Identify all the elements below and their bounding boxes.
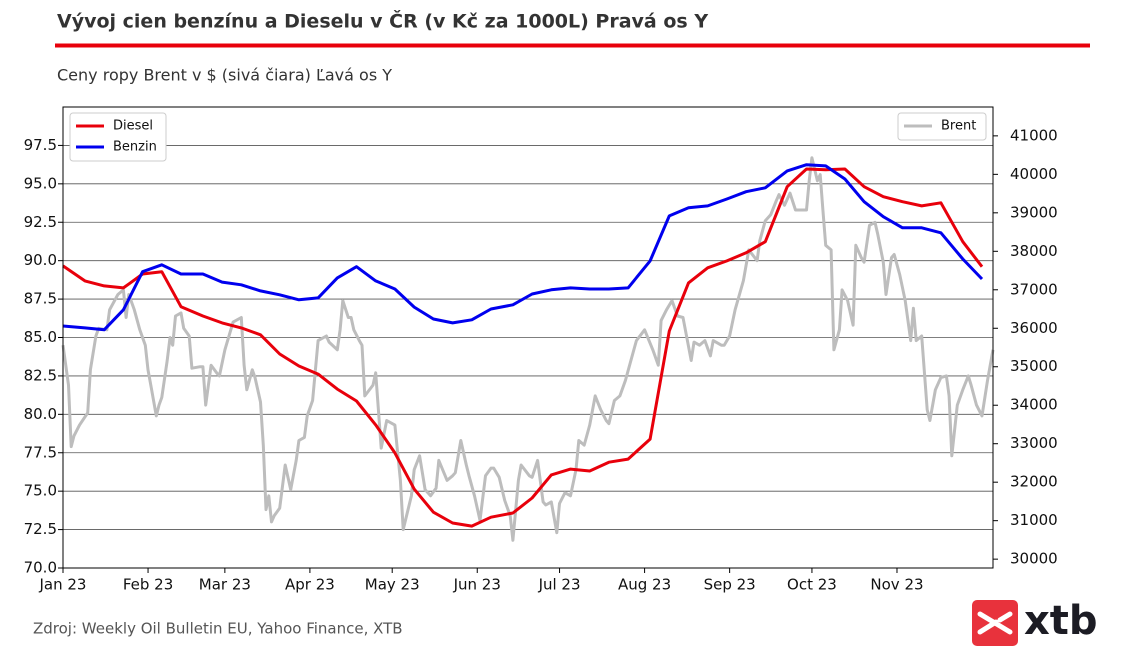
y2-tick-label: 39000 bbox=[1010, 203, 1058, 221]
y-tick-label: 82.5 bbox=[24, 366, 57, 384]
y-tick-label: 90.0 bbox=[24, 251, 57, 269]
x-tick-label: Mar 23 bbox=[199, 576, 251, 594]
y2-tick-label: 37000 bbox=[1010, 280, 1058, 298]
logo: xtb bbox=[972, 598, 1098, 646]
y2-tick-label: 38000 bbox=[1010, 242, 1058, 260]
x-tick-label: Nov 23 bbox=[870, 576, 923, 594]
y2-tick-label: 35000 bbox=[1010, 357, 1058, 375]
chart-subtitle: Ceny ropy Brent v $ (sivá čiara) Ľavá os… bbox=[57, 66, 392, 85]
x-tick-label: Sep 23 bbox=[704, 576, 756, 594]
y2-tick-label: 30000 bbox=[1010, 550, 1058, 568]
logo-text: xtb bbox=[1024, 598, 1098, 644]
y-tick-label: 80.0 bbox=[24, 405, 57, 423]
y-tick-label: 75.0 bbox=[24, 482, 57, 500]
y2-tick-label: 32000 bbox=[1010, 473, 1058, 491]
y-tick-label: 77.5 bbox=[24, 443, 57, 461]
y2-tick-label: 41000 bbox=[1010, 126, 1058, 144]
x-tick-label: Apr 23 bbox=[285, 576, 335, 594]
x-tick-label: Jun 23 bbox=[453, 576, 501, 594]
x-tick-label: Aug 23 bbox=[618, 576, 671, 594]
x-tick-label: Oct 23 bbox=[787, 576, 837, 594]
legend-label: Benzin bbox=[113, 140, 157, 155]
y-tick-label: 85.0 bbox=[24, 328, 57, 346]
source-note: Zdroj: Weekly Oil Bulletin EU, Yahoo Fin… bbox=[33, 620, 403, 638]
legend-label: Brent bbox=[941, 119, 976, 134]
x-tick-label: May 23 bbox=[365, 576, 420, 594]
y2-tick-label: 33000 bbox=[1010, 434, 1058, 452]
x-tick-label: Jan 23 bbox=[39, 576, 87, 594]
x-tick-label: Feb 23 bbox=[123, 576, 173, 594]
y-tick-label: 72.5 bbox=[24, 520, 57, 538]
series-line bbox=[62, 163, 984, 332]
y-tick-label: 97.5 bbox=[24, 136, 57, 154]
legend-label: Diesel bbox=[113, 119, 153, 134]
legend-box bbox=[897, 112, 987, 141]
y-tick-label: 87.5 bbox=[24, 290, 57, 308]
y2-tick-label: 36000 bbox=[1010, 319, 1058, 337]
y2-tick-label: 40000 bbox=[1010, 165, 1058, 183]
y2-tick-label: 31000 bbox=[1010, 511, 1058, 529]
y-tick-label: 92.5 bbox=[24, 213, 57, 231]
plot-frame bbox=[62, 106, 994, 569]
chart-title: Vývoj cien benzínu a Dieselu v ČR (v Kč … bbox=[57, 9, 708, 33]
logo-mark bbox=[977, 611, 1013, 635]
y2-tick-label: 34000 bbox=[1010, 396, 1058, 414]
y-tick-label: 70.0 bbox=[24, 559, 57, 577]
y-tick-label: 95.0 bbox=[24, 174, 57, 192]
x-tick-label: Jul 23 bbox=[538, 576, 581, 594]
